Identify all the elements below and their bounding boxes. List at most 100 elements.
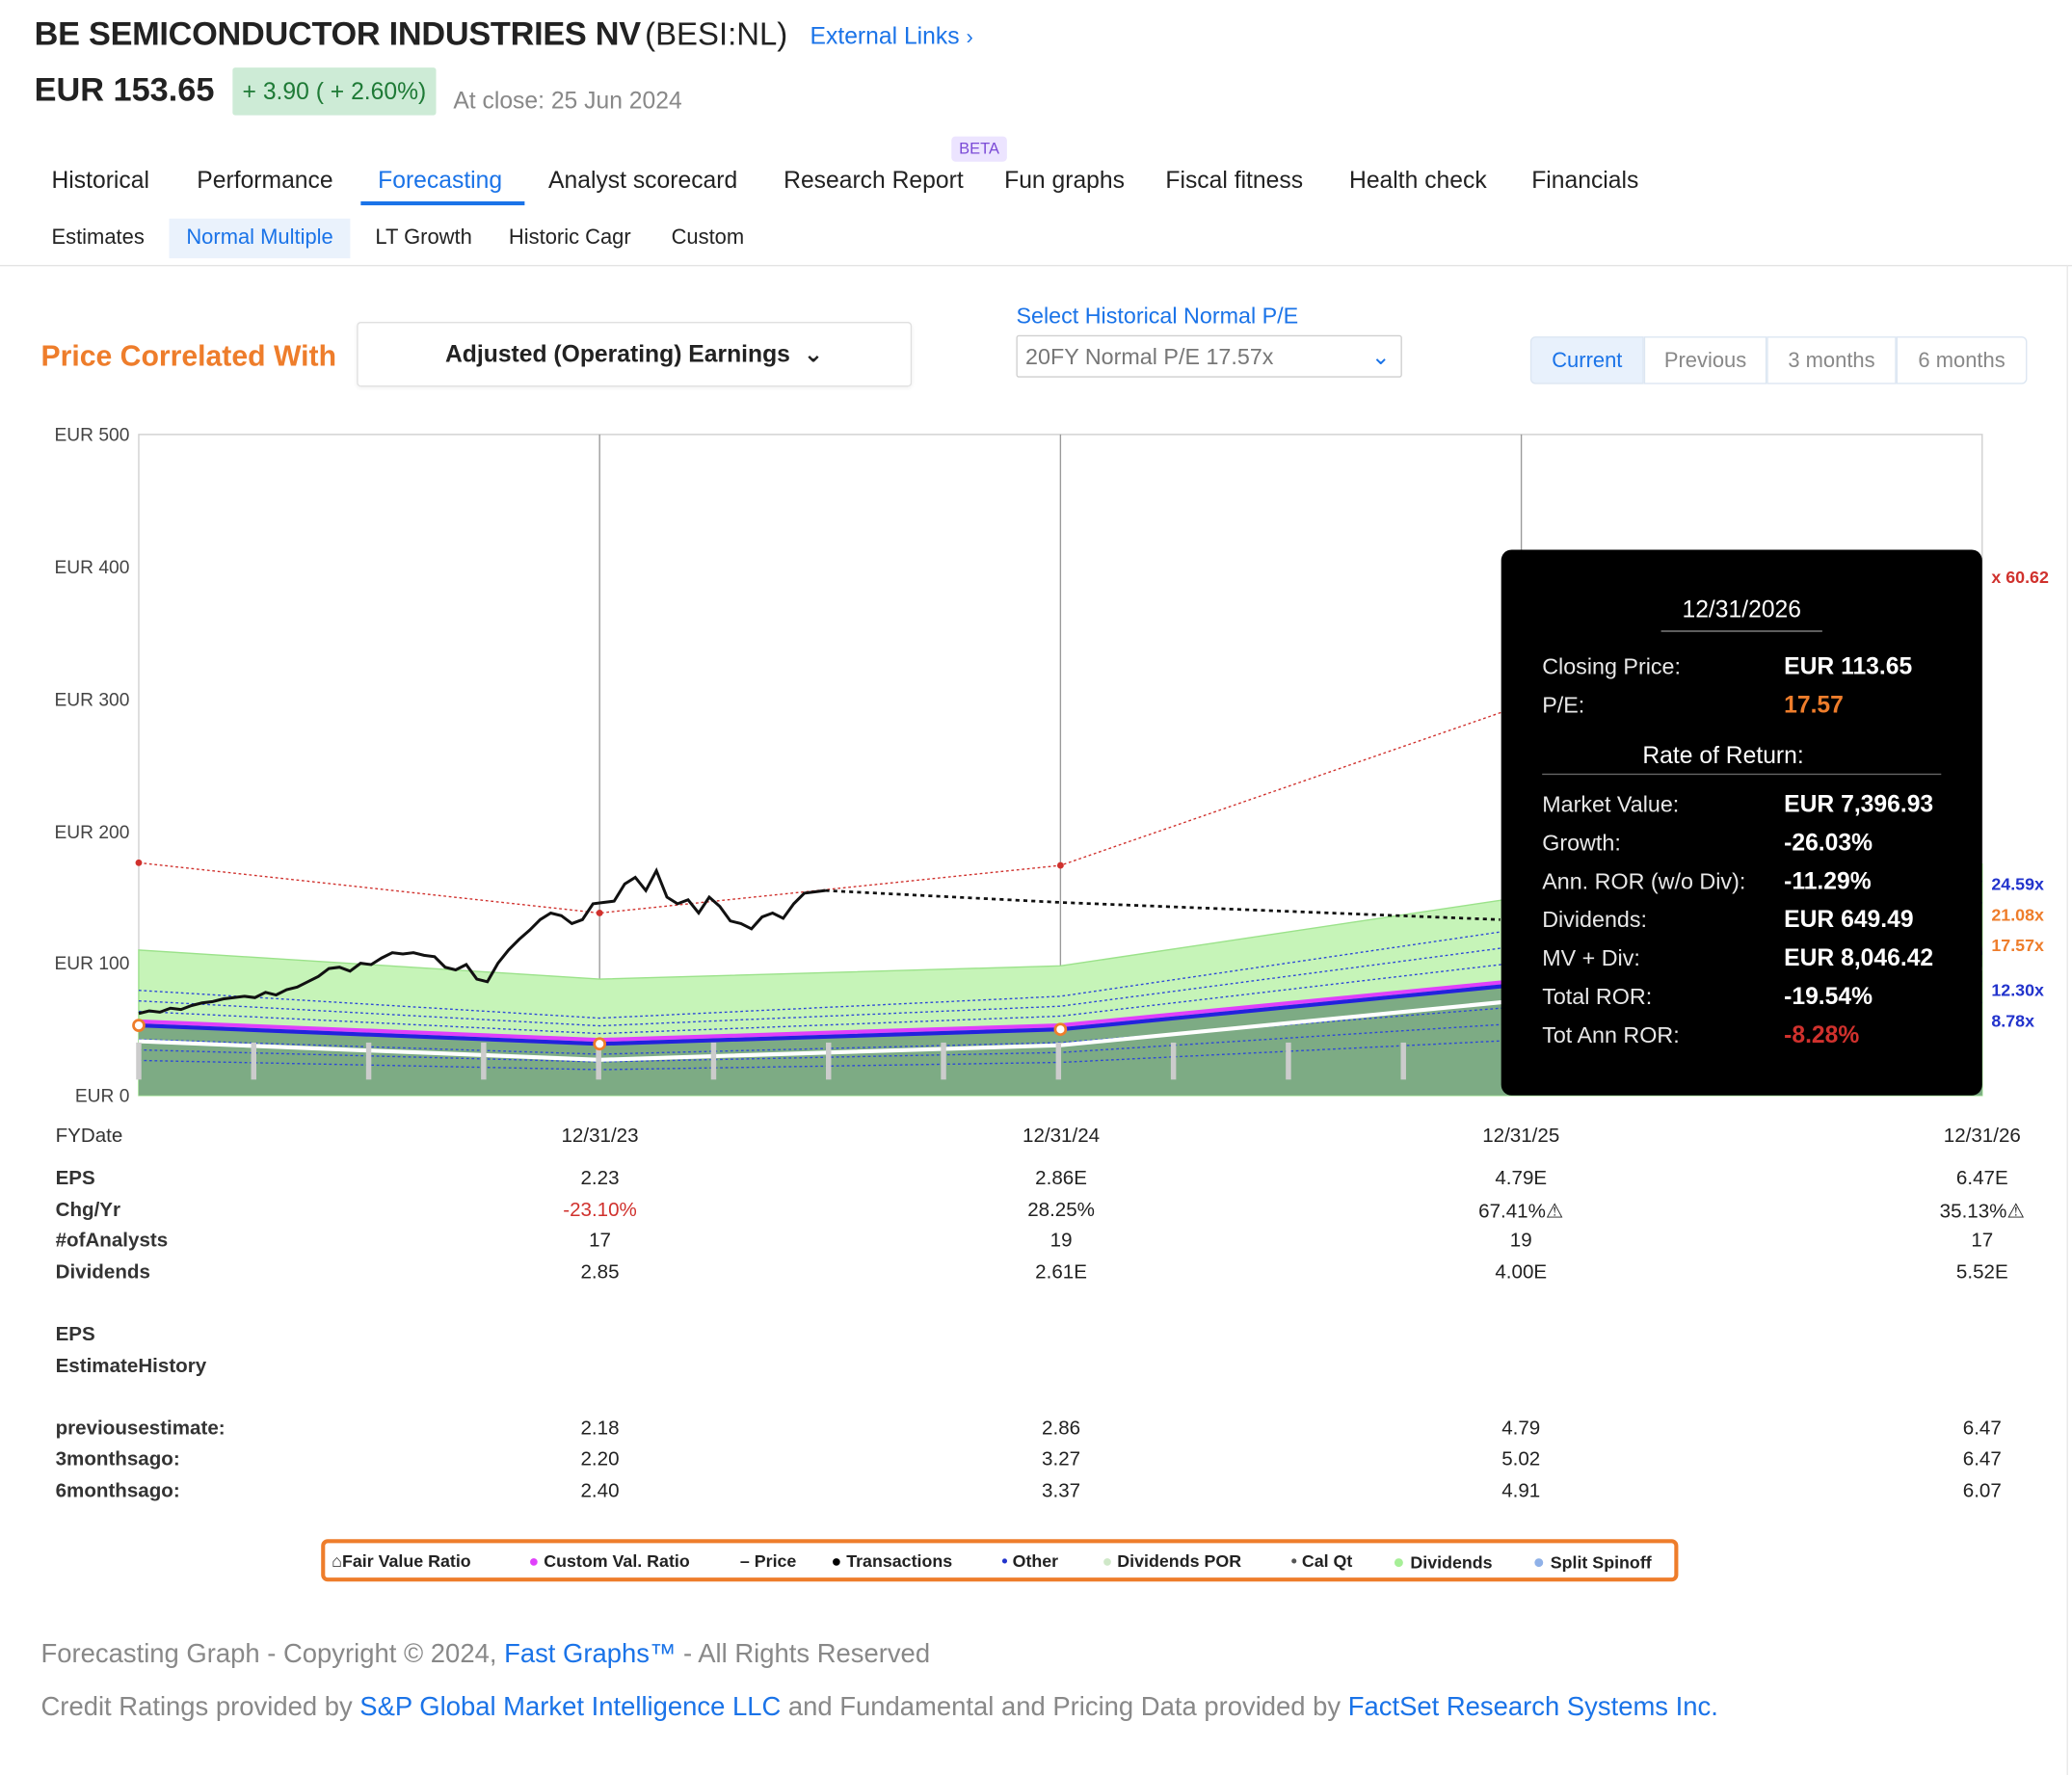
- tooltip-date: 12/31/2026: [1682, 596, 1802, 623]
- legend-label: Fair Value Ratio: [341, 1550, 471, 1572]
- chevron-down-icon: ⌄: [1370, 344, 1391, 370]
- legend-price[interactable]: – Price: [740, 1551, 796, 1572]
- table-cell: 2.85: [580, 1260, 620, 1284]
- table-cell: -23.10%: [563, 1199, 637, 1222]
- price-correlated-with-label: Price Correlated With: [40, 338, 337, 373]
- period-6-months[interactable]: 6 months: [1896, 336, 2028, 384]
- ticker-symbol: (BESI:NL): [645, 16, 788, 53]
- tooltip-value: EUR 113.65: [1784, 652, 1913, 680]
- dot-icon: •: [1001, 1550, 1013, 1572]
- eps-history-label: EstimateHistory: [55, 1355, 207, 1378]
- external-links-label: External Links: [810, 22, 960, 49]
- legend-fair-value-ratio[interactable]: ⌂Fair Value Ratio: [332, 1551, 471, 1572]
- y-tick-label: EUR 400: [54, 556, 130, 578]
- period-current[interactable]: Current: [1529, 336, 1644, 384]
- earnings-dropdown[interactable]: Adjusted (Operating) Earnings ⌄: [357, 322, 913, 387]
- company-name: BE SEMICONDUCTOR INDUSTRIES NV: [34, 15, 641, 53]
- table-cell: 4.79E: [1495, 1167, 1548, 1190]
- subtab-historic-cagr[interactable]: Historic Cagr: [508, 226, 631, 250]
- fast-graphs-link[interactable]: Fast Graphs™: [504, 1639, 677, 1669]
- legend-custom-val-ratio[interactable]: ● Custom Val. Ratio: [528, 1551, 689, 1572]
- fair-value-marker: [132, 1019, 146, 1032]
- period-previous[interactable]: Previous: [1643, 336, 1767, 384]
- row-label-dividends: Dividends: [55, 1260, 150, 1284]
- tooltip-value: EUR 7,396.93: [1784, 790, 1934, 818]
- legend-other[interactable]: • Other: [1001, 1551, 1058, 1572]
- tooltip-key: Tot Ann ROR:: [1542, 1022, 1680, 1048]
- legend-label: Split Spinoff: [1550, 1552, 1652, 1573]
- warning-icon[interactable]: ⚠: [1545, 1200, 1564, 1223]
- table-cell: 19: [1509, 1229, 1532, 1252]
- x-tick-label: 12/31/26: [1943, 1125, 2021, 1148]
- subtab-estimates[interactable]: Estimates: [51, 226, 145, 250]
- y-tick-label: EUR 0: [74, 1084, 130, 1106]
- tab-analyst-scorecard[interactable]: Analyst scorecard: [548, 167, 738, 194]
- tab-historical[interactable]: Historical: [51, 167, 149, 194]
- chevron-down-icon: ⌄: [803, 340, 824, 367]
- tab-performance[interactable]: Performance: [197, 167, 333, 194]
- earnings-dropdown-value: Adjusted (Operating) Earnings: [444, 340, 790, 367]
- legend-label: Custom Val. Ratio: [544, 1550, 690, 1572]
- pe-trend-point: [1056, 861, 1064, 869]
- tab-health-check[interactable]: Health check: [1348, 167, 1487, 194]
- tooltip-key: Total ROR:: [1542, 984, 1653, 1010]
- legend-dividends-por[interactable]: ● Dividends POR: [1102, 1551, 1242, 1572]
- x-tick-label: 12/31/25: [1482, 1125, 1560, 1148]
- select-pe-label: Select Historical Normal P/E: [1016, 303, 1299, 329]
- pe-band-line: [138, 902, 1982, 1027]
- x-tick-label: 12/31/24: [1023, 1125, 1101, 1148]
- legend-dividends[interactable]: ● Dividends: [1393, 1551, 1492, 1574]
- table-cell: 17: [1971, 1229, 1994, 1252]
- pe-right-label: x 60.62: [1991, 567, 2049, 587]
- y-tick-label: EUR 200: [54, 821, 130, 843]
- external-links-link[interactable]: External Links ›: [810, 22, 973, 50]
- legend-transactions[interactable]: ● Transactions: [831, 1551, 952, 1572]
- tab-forecasting[interactable]: Forecasting: [378, 167, 503, 194]
- dot-icon: •: [1290, 1550, 1302, 1572]
- sp-global-link[interactable]: S&P Global Market Intelligence LLC: [359, 1692, 782, 1722]
- dot-icon: ●: [1102, 1550, 1118, 1572]
- table-cell: 2.18: [580, 1417, 620, 1441]
- tooltip-key: Growth:: [1542, 830, 1621, 856]
- close-time: At close: 25 Jun 2024: [453, 87, 682, 115]
- tooltip-value: -26.03%: [1784, 829, 1873, 856]
- active-tab-indicator: [360, 200, 525, 206]
- legend-label: Cal Qt: [1301, 1550, 1353, 1572]
- subtab-lt-growth[interactable]: LT Growth: [375, 226, 472, 250]
- fair-value-marker: [593, 1037, 607, 1051]
- y-tick-label: EUR 500: [54, 423, 130, 445]
- pe-select-value: 20FY Normal P/E 17.57x: [1025, 344, 1274, 370]
- period-3-months[interactable]: 3 months: [1767, 336, 1897, 384]
- table-cell: 4.91: [1501, 1479, 1541, 1502]
- warning-icon[interactable]: ⚠: [2006, 1200, 2025, 1223]
- pe-trend-point: [596, 910, 603, 916]
- tooltip-key: Ann. ROR (w/o Div):: [1542, 868, 1746, 894]
- chart-tooltip: 12/31/2026 Closing Price: EUR 113.65 P/E…: [1501, 549, 1982, 1096]
- footer-text: - All Rights Reserved: [676, 1639, 931, 1669]
- subtab-custom[interactable]: Custom: [671, 226, 745, 250]
- table-cell-value: 67.41%: [1478, 1200, 1546, 1223]
- table-cell: 17: [589, 1229, 611, 1252]
- subtab-active-bg: [169, 218, 351, 259]
- footer-copyright: Forecasting Graph - Copyright © 2024, Fa…: [41, 1640, 931, 1671]
- tab-financials[interactable]: Financials: [1531, 167, 1639, 194]
- y-tick-label: EUR 300: [54, 688, 130, 710]
- table-cell: 4.79: [1501, 1417, 1541, 1441]
- legend-split-spinoff[interactable]: ● Split Spinoff: [1533, 1551, 1652, 1574]
- pe-right-label: 12.30x: [1991, 980, 2044, 1000]
- legend-cal-qt[interactable]: • Cal Qt: [1291, 1551, 1353, 1572]
- tab-research-report[interactable]: Research Report: [784, 167, 964, 194]
- pe-trend-line: [138, 704, 1522, 914]
- table-cell: 6.47: [1962, 1447, 2002, 1470]
- tooltip-value: 17.57: [1784, 691, 1844, 719]
- legend-label: Other: [1012, 1550, 1059, 1572]
- pe-select[interactable]: 20FY Normal P/E 17.57x ⌄: [1016, 334, 1402, 378]
- dot-icon: ●: [1532, 1550, 1551, 1575]
- factset-link[interactable]: FactSet Research Systems Inc.: [1347, 1692, 1718, 1722]
- subtab-normal-multiple[interactable]: Normal Multiple: [186, 226, 333, 250]
- legend-label: Dividends POR: [1117, 1550, 1242, 1572]
- table-cell: 5.52E: [1955, 1260, 2008, 1284]
- footer-text: Forecasting Graph - Copyright © 2024,: [40, 1639, 505, 1669]
- tab-fiscal-fitness[interactable]: Fiscal fitness: [1165, 167, 1304, 194]
- tab-fun-graphs[interactable]: Fun graphs: [1004, 167, 1125, 194]
